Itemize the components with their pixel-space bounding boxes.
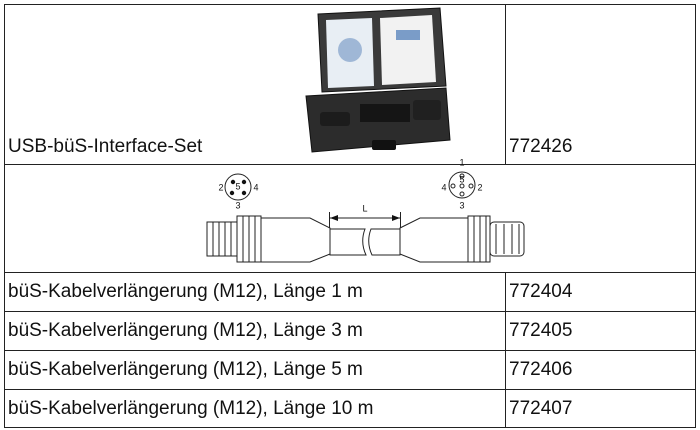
cable-diagram	[206, 171, 525, 263]
product-name: büS-Kabelverlängerung (M12), Länge 1 m	[8, 281, 363, 302]
pin-label: 3	[459, 200, 464, 210]
product-name: büS-Kabelverlängerung (M12), Länge 10 m	[8, 398, 373, 419]
order-number: 772405	[509, 320, 572, 341]
table-border	[4, 4, 696, 428]
pin-label: 5	[459, 174, 464, 184]
order-number: 772426	[509, 136, 572, 157]
length-label: L	[362, 203, 367, 213]
order-number: 772407	[509, 398, 572, 419]
product-name: büS-Kabelverlängerung (M12), Länge 3 m	[8, 320, 363, 341]
product-image	[305, 7, 451, 153]
product-name: USB-büS-Interface-Set	[8, 136, 203, 157]
order-number: 772406	[509, 359, 572, 380]
order-number: 772404	[509, 281, 573, 302]
pin-label: 4	[253, 182, 258, 192]
pin-label: 3	[235, 200, 240, 210]
pin-label: 2	[477, 182, 482, 192]
pin-label: 1	[459, 157, 464, 167]
plug-thread	[206, 221, 238, 257]
pin-label: 2	[218, 182, 223, 192]
pin-label: 5	[235, 181, 240, 191]
pin-label: 4	[441, 182, 446, 192]
product-name: büS-Kabelverlängerung (M12), Länge 5 m	[8, 359, 363, 380]
